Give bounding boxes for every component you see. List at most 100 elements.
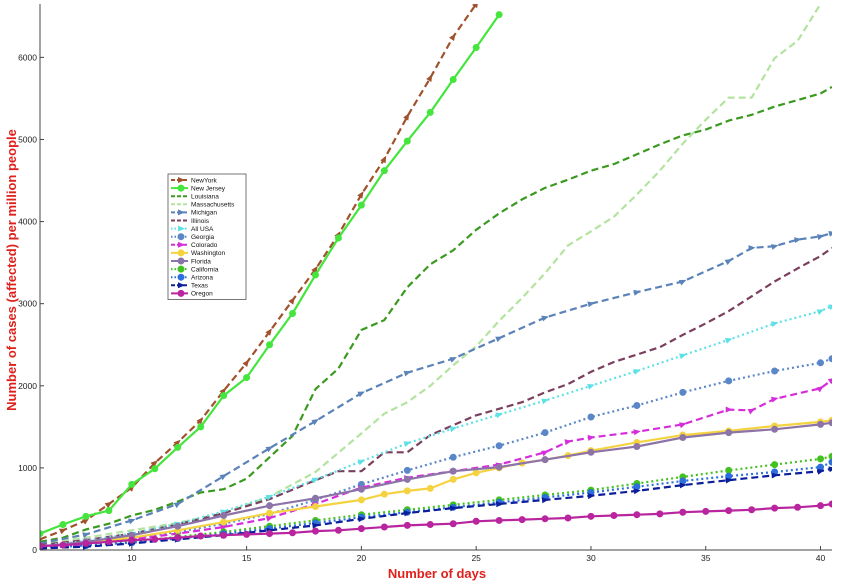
data-point-all-usa	[449, 426, 457, 433]
data-point-newyork	[59, 528, 67, 535]
legend-label: Florida	[191, 258, 211, 265]
series-line-washington	[40, 419, 832, 548]
data-point-all-usa	[541, 398, 549, 405]
data-point-texas	[771, 472, 779, 479]
data-point-texas	[450, 505, 458, 512]
legend-marker-swatch	[178, 225, 185, 232]
x-axis-title: Number of days	[388, 566, 486, 581]
data-point-washington	[311, 502, 319, 510]
y-tick-label: 5000	[18, 134, 37, 144]
legend-label: Washington	[191, 250, 225, 257]
data-point-michigan	[633, 289, 641, 296]
data-point-florida	[587, 448, 595, 456]
legend-marker-swatch	[178, 241, 185, 248]
data-point-colorado	[541, 450, 549, 457]
legend-item-new-jersey: New Jersey	[171, 184, 226, 192]
data-point-texas	[404, 510, 412, 517]
data-point-new-jersey	[40, 530, 44, 538]
legend-item-oregon: Oregon	[171, 289, 213, 298]
data-point-texas	[541, 497, 549, 504]
series-michigan	[40, 231, 832, 546]
data-point-oregon	[449, 520, 457, 528]
data-point-colorado	[587, 434, 595, 441]
data-point-oregon	[426, 521, 434, 529]
data-point-new-jersey	[289, 310, 297, 318]
data-point-oregon	[289, 529, 297, 537]
data-point-colorado	[771, 396, 779, 403]
legend-marker-swatch	[177, 249, 185, 257]
data-point-new-jersey	[243, 374, 251, 382]
data-point-newyork	[173, 439, 181, 447]
legend-label: Oregon	[191, 291, 213, 298]
data-point-michigan	[219, 474, 228, 481]
y-tick-label: 6000	[18, 52, 37, 62]
data-point-washington	[403, 487, 411, 495]
data-point-oregon	[518, 516, 526, 524]
legend-marker-swatch	[177, 265, 185, 273]
legend-item-michigan: Michigan	[171, 209, 217, 217]
data-point-florida	[220, 512, 228, 520]
data-point-michigan	[541, 315, 549, 322]
data-point-florida	[403, 475, 411, 483]
data-point-california	[725, 466, 733, 474]
data-point-georgia	[633, 401, 641, 409]
data-point-texas	[495, 501, 504, 508]
data-point-newyork	[288, 297, 295, 305]
data-point-all-usa	[770, 321, 779, 328]
x-tick-label: 20	[357, 553, 367, 563]
legend-marker-swatch	[177, 273, 185, 281]
legend-item-newyork: NewYork	[171, 177, 218, 184]
data-point-texas	[633, 488, 641, 495]
data-point-texas	[817, 468, 825, 475]
data-point-all-usa	[357, 459, 366, 466]
series-all-usa	[40, 304, 832, 548]
legend-label: Louisiana	[191, 194, 219, 201]
data-point-washington	[380, 490, 388, 498]
legend-item-louisiana: Louisiana	[171, 194, 219, 201]
data-point-florida	[771, 425, 779, 433]
data-point-michigan	[173, 501, 182, 509]
data-point-florida	[817, 420, 825, 428]
data-point-new-jersey	[357, 201, 365, 209]
data-point-oregon	[266, 530, 274, 538]
data-point-oregon	[679, 508, 687, 516]
data-point-florida	[174, 522, 182, 530]
y-tick-label: 2000	[18, 381, 37, 391]
data-point-georgia	[771, 367, 779, 375]
data-point-michigan	[311, 419, 319, 426]
data-point-colorado	[747, 408, 756, 415]
data-point-oregon	[587, 512, 595, 520]
data-point-new-jersey	[380, 167, 388, 175]
data-point-oregon	[311, 527, 319, 535]
data-point-florida	[311, 494, 319, 502]
data-point-oregon	[151, 535, 159, 543]
data-point-michigan	[403, 370, 412, 377]
data-point-oregon	[564, 514, 572, 522]
data-point-florida	[449, 467, 457, 475]
data-point-michigan	[128, 518, 136, 525]
data-point-all-usa	[679, 353, 687, 360]
data-point-new-jersey	[426, 108, 434, 116]
data-point-florida	[357, 485, 365, 493]
data-point-michigan	[770, 244, 779, 250]
legend-marker-swatch	[177, 289, 185, 297]
data-point-arizona	[828, 458, 832, 466]
data-point-newyork	[426, 74, 433, 82]
legend-marker-swatch	[177, 257, 185, 265]
legend-label: Colorado	[191, 242, 218, 249]
data-point-oregon	[105, 538, 113, 546]
y-tick-label: 0	[32, 545, 37, 555]
legend-marker-swatch	[177, 233, 185, 241]
data-point-new-jersey	[128, 480, 136, 488]
legend-label: All USA	[191, 226, 214, 233]
legend-label: Texas	[191, 283, 209, 290]
series-louisiana	[40, 85, 832, 543]
legend-label: Massachusetts	[191, 202, 235, 209]
data-point-all-usa	[265, 494, 274, 501]
legend-item-california: California	[171, 265, 219, 273]
data-point-newyork	[104, 501, 113, 509]
data-point-texas	[679, 482, 687, 489]
data-point-oregon	[220, 531, 228, 539]
data-point-oregon	[610, 512, 618, 520]
data-point-oregon	[633, 511, 641, 519]
